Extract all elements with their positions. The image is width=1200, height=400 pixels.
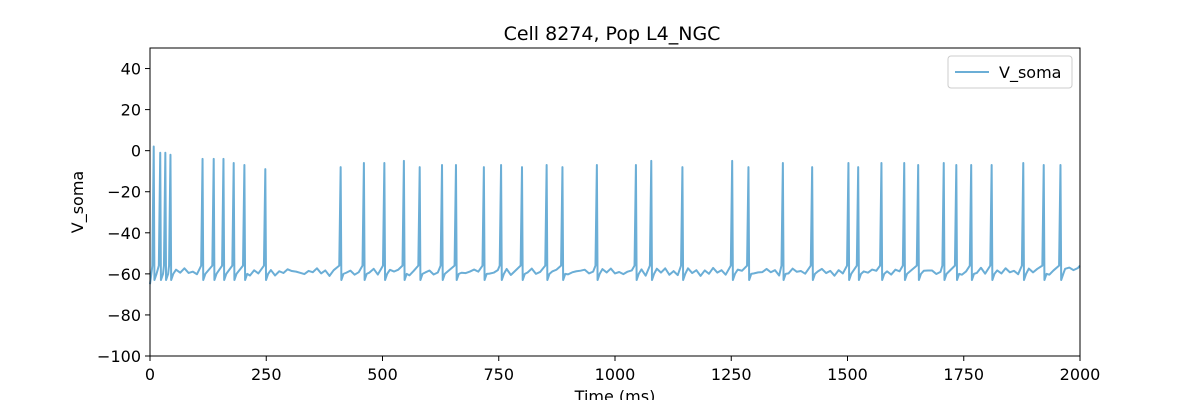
y-axis-label: V_soma [68,171,88,233]
legend-box [947,55,1073,89]
y-tick-label: −100 [97,347,141,366]
y-axis: −100 −80 −60 −40 −20 0 20 40 [97,60,150,366]
x-tick-label: 2000 [1060,365,1101,384]
y-tick-label: 0 [131,142,141,161]
chart-title: Cell 8274, Pop L4_NGC [504,23,721,45]
y-tick-label: −80 [107,306,141,325]
x-tick-label: 0 [145,365,155,384]
x-tick-label: 500 [367,365,398,384]
legend: V_soma [947,55,1073,89]
x-axis-label: Time (ms) [574,387,656,400]
x-tick-label: 1750 [943,365,984,384]
y-tick-label: 20 [121,101,141,120]
x-tick-label: 1250 [711,365,752,384]
y-tick-label: −60 [107,265,141,284]
x-tick-label: 1500 [827,365,868,384]
legend-label: V_soma [999,63,1061,83]
series-line-v-soma [149,145,1081,285]
y-tick-label: −40 [107,224,141,243]
y-tick-label: 40 [121,60,141,79]
y-tick-label: −20 [107,183,141,202]
x-tick-label: 750 [483,365,514,384]
x-tick-label: 1000 [595,365,636,384]
x-tick-label: 250 [251,365,282,384]
x-axis: 0 250 500 750 1000 1250 1500 1750 2000 [145,356,1100,384]
